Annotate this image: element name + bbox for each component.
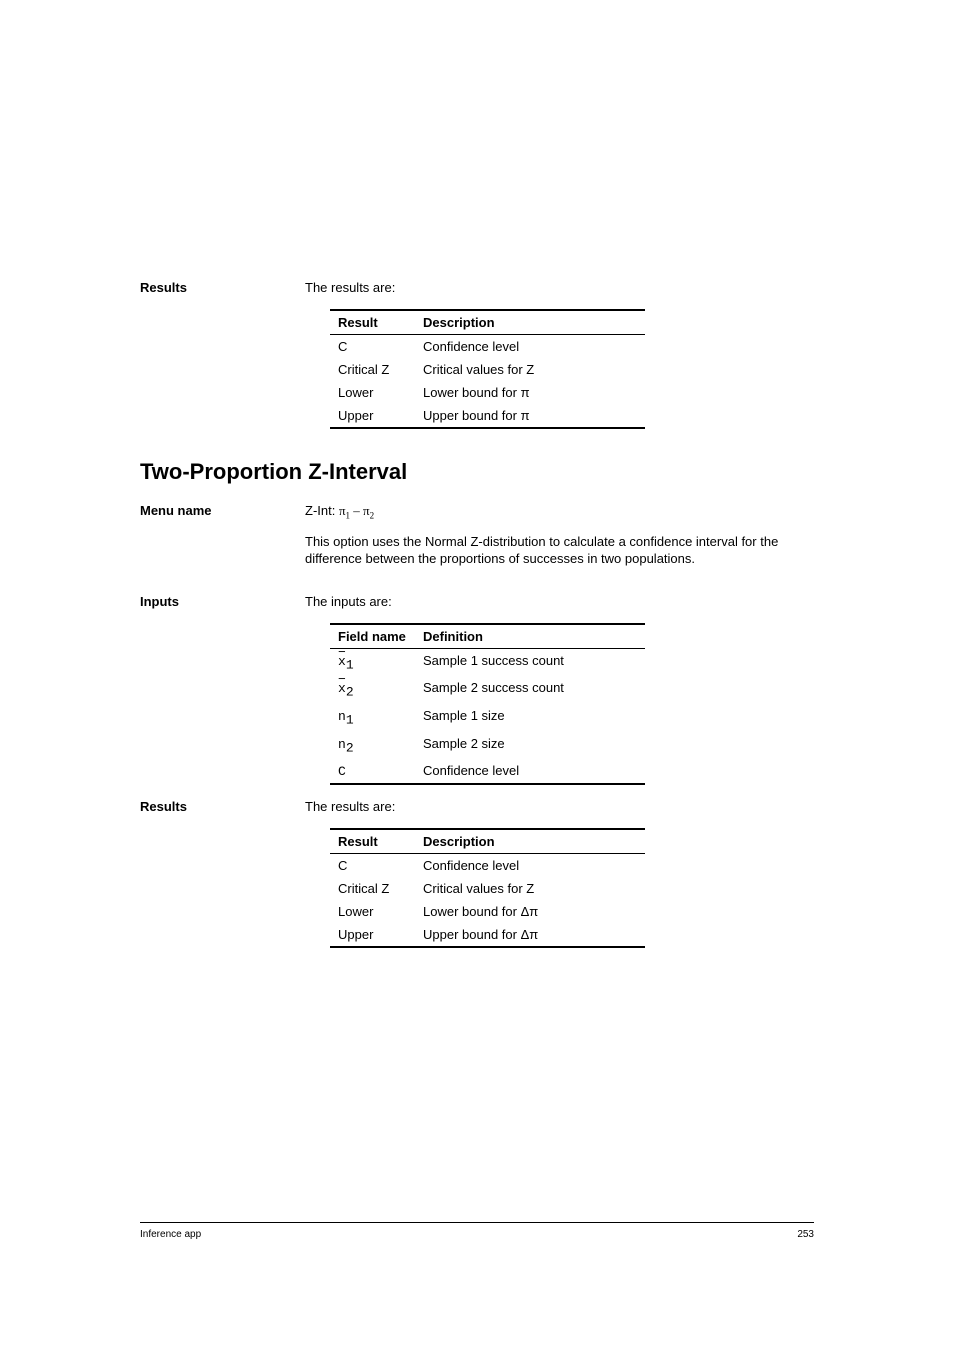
cell: Critical Z	[330, 877, 423, 900]
cell: Sample 1 size	[423, 704, 645, 732]
table-row: Critical Z Critical values for Z	[330, 358, 645, 381]
cell: C	[330, 334, 423, 358]
cell: C	[330, 759, 423, 784]
menu-math: π1 – π2	[339, 503, 374, 518]
cell: Sample 2 success count	[423, 676, 645, 704]
cell: Confidence level	[423, 334, 645, 358]
results-table-2: Result Description C Confidence level Cr…	[330, 828, 645, 948]
table-row: C Confidence level	[330, 334, 645, 358]
cell: C	[330, 854, 423, 878]
inputs-label: Inputs	[140, 594, 305, 785]
table-row: C Confidence level	[330, 759, 645, 784]
table-row: Lower Lower bound for π	[330, 381, 645, 404]
results-intro-1: The results are:	[305, 280, 814, 297]
cell: Lower	[330, 381, 423, 404]
table-row: Upper Upper bound for π	[330, 404, 645, 428]
cell: Sample 1 success count	[423, 648, 645, 676]
menu-name-value: Z-Int: π1 – π2	[305, 503, 814, 522]
inputs-intro: The inputs are:	[305, 594, 814, 611]
results-table-1: Result Description C Confidence level Cr…	[330, 309, 645, 429]
cell: Lower bound for π	[423, 381, 645, 404]
table-row: n2 Sample 2 size	[330, 732, 645, 760]
cell: n2	[330, 732, 423, 760]
cell: Upper bound for Δπ	[423, 923, 645, 947]
cell: Lower	[330, 900, 423, 923]
table-row: Lower Lower bound for Δπ	[330, 900, 645, 923]
results-label-1: Results	[140, 280, 305, 429]
table-row: x1 Sample 1 success count	[330, 648, 645, 676]
col-header: Description	[423, 310, 645, 335]
cell: Confidence level	[423, 759, 645, 784]
menu-name-label: Menu name	[140, 503, 305, 580]
inputs-table: Field name Definition x1 Sample 1 succes…	[330, 623, 645, 785]
col-header: Description	[423, 829, 645, 854]
table-row: n1 Sample 1 size	[330, 704, 645, 732]
cell: Upper	[330, 923, 423, 947]
cell: Sample 2 size	[423, 732, 645, 760]
cell: Upper bound for π	[423, 404, 645, 428]
menu-prefix: Z-Int:	[305, 503, 339, 518]
cell: Lower bound for Δπ	[423, 900, 645, 923]
cell: Critical values for Z	[423, 877, 645, 900]
table-row: C Confidence level	[330, 854, 645, 878]
section-heading: Two-Proportion Z-Interval	[140, 459, 814, 485]
results-label-2: Results	[140, 799, 305, 948]
cell: n1	[330, 704, 423, 732]
cell: Confidence level	[423, 854, 645, 878]
table-row: x2 Sample 2 success count	[330, 676, 645, 704]
cell: Upper	[330, 404, 423, 428]
cell: Critical Z	[330, 358, 423, 381]
col-header: Result	[330, 310, 423, 335]
page-footer: Inference app 253	[140, 1222, 814, 1240]
page-number: 253	[797, 1229, 814, 1240]
col-header: Result	[330, 829, 423, 854]
footer-title: Inference app	[140, 1229, 201, 1240]
cell: x2	[330, 676, 423, 704]
cell: Critical values for Z	[423, 358, 645, 381]
results-intro-2: The results are:	[305, 799, 814, 816]
table-row: Critical Z Critical values for Z	[330, 877, 645, 900]
table-row: Upper Upper bound for Δπ	[330, 923, 645, 947]
col-header: Definition	[423, 624, 645, 649]
menu-body: This option uses the Normal Z-distributi…	[305, 534, 814, 568]
